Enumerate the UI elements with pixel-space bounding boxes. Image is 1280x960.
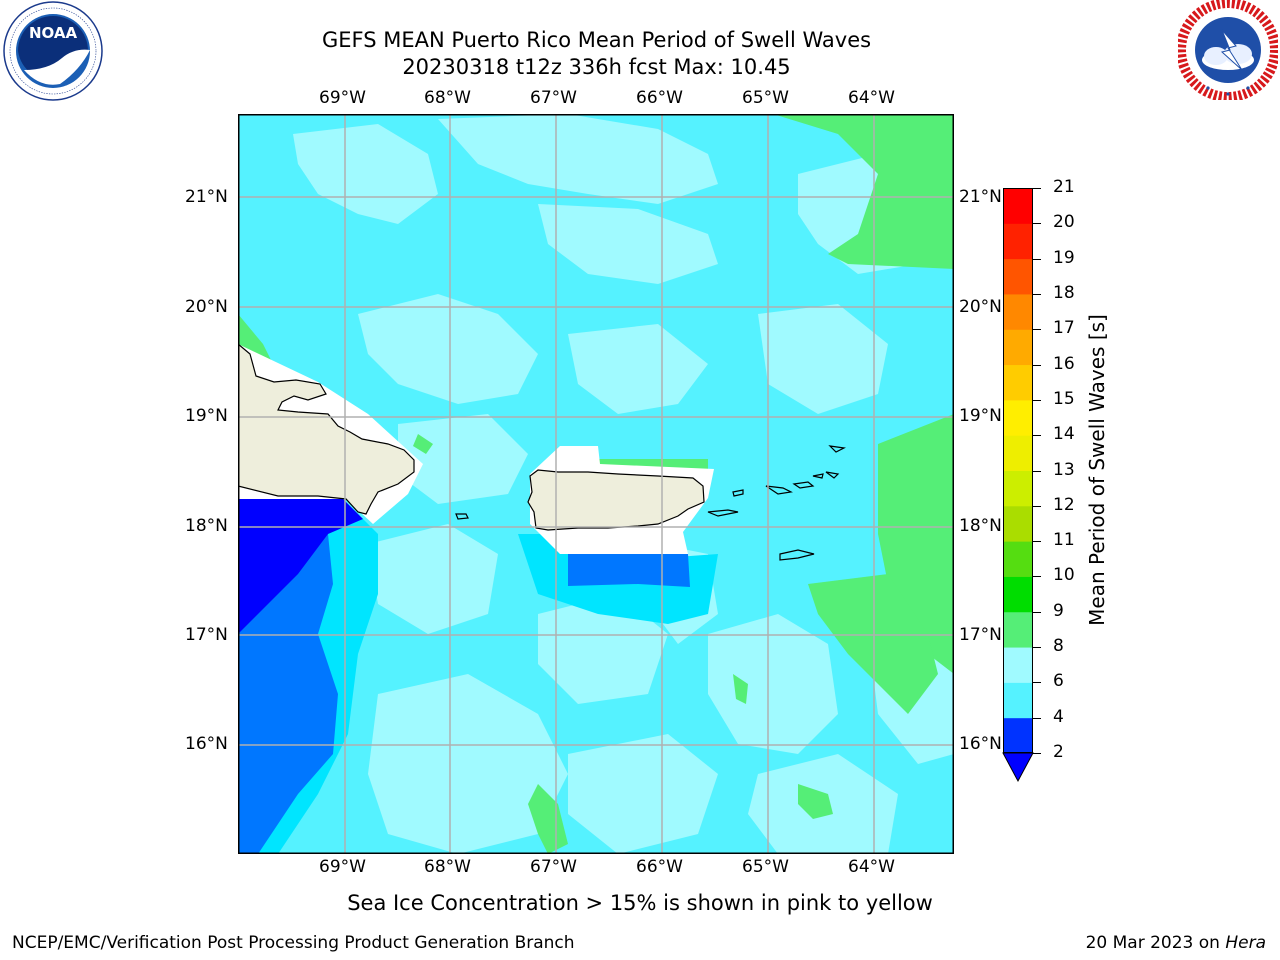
lon-label-top-68w: 68°W: [424, 88, 471, 108]
colorbar-segment: [1003, 223, 1033, 260]
nws-logo: [1176, 0, 1280, 102]
footer-timestamp: 20 Mar 2023 on Hera: [1086, 933, 1266, 953]
lon-label-top-67w: 67°W: [530, 88, 577, 108]
colorbar-tick-mark: [1033, 258, 1041, 260]
map-title-line2: 20230318 t12z 336h fcst Max: 10.45: [402, 55, 791, 79]
colorbar-tick-label: 18: [1053, 282, 1075, 303]
colorbar-tick-mark: [1033, 470, 1041, 472]
lat-label-left-21n: 21°N: [185, 187, 228, 207]
lon-label-bottom-64w: 64°W: [848, 857, 895, 877]
lon-label-top-69w: 69°W: [319, 88, 366, 108]
noaa-logo: NOAA: [2, 0, 104, 102]
colorbar-tick-label: 4: [1053, 706, 1064, 727]
colorbar-tick-label: 8: [1053, 636, 1064, 657]
lat-label-right-19n: 19°N: [959, 406, 1002, 426]
lat-label-right-17n: 17°N: [959, 625, 1002, 645]
lon-label-bottom-65w: 65°W: [742, 857, 789, 877]
colorbar-segment: [1003, 611, 1033, 648]
lat-label-left-19n: 19°N: [185, 406, 228, 426]
colorbar-tick-label: 10: [1053, 565, 1075, 586]
colorbar-segment: [1003, 541, 1033, 577]
map-title-line1: GEFS MEAN Puerto Rico Mean Period of Swe…: [321, 28, 872, 52]
colorbar-tick-mark: [1033, 647, 1041, 649]
lat-label-right-20n: 20°N: [959, 297, 1002, 317]
lat-label-left-16n: 16°N: [185, 734, 228, 754]
colorbar-tick-label: 2: [1053, 742, 1064, 762]
colorbar-tick-label: 15: [1053, 388, 1075, 409]
lon-label-top-66w: 66°W: [636, 88, 683, 108]
footer-credit: NCEP/EMC/Verification Post Processing Pr…: [12, 933, 575, 953]
lat-label-left-17n: 17°N: [185, 625, 228, 645]
colorbar-segment: [1003, 293, 1033, 330]
colorbar-under-triangle: [1002, 752, 1034, 783]
colorbar-segment: [1003, 682, 1033, 719]
colorbar-tick-label: 9: [1053, 600, 1064, 621]
lat-label-right-21n: 21°N: [959, 187, 1002, 207]
colorbar-segment: [1003, 258, 1033, 295]
map-border: [238, 114, 954, 854]
lat-label-right-18n: 18°N: [959, 516, 1002, 536]
colorbar-tick-label: 19: [1053, 247, 1075, 268]
lat-label-left-20n: 20°N: [185, 297, 228, 317]
colorbar-tick-label: 14: [1053, 424, 1075, 445]
colorbar-tick-mark: [1033, 682, 1041, 684]
lat-label-left-18n: 18°N: [185, 516, 228, 536]
colorbar-tick-mark: [1033, 399, 1041, 401]
footer-date: 20 Mar 2023 on: [1085, 933, 1226, 953]
svg-text:NOAA: NOAA: [29, 24, 78, 42]
puerto-rico-landmass: [527, 469, 705, 531]
hispaniola-landmass: [238, 343, 415, 515]
colorbar-tick-label: 6: [1053, 671, 1064, 692]
map-gridlines: [238, 114, 954, 854]
swell-field-9-10s: [238, 114, 954, 854]
footer-host: Hera: [1225, 933, 1266, 953]
colorbar-segment: [1003, 576, 1033, 613]
colorbar-tick-mark: [1033, 611, 1041, 613]
colorbar-segment: [1003, 329, 1033, 366]
colorbar-tick-label: 13: [1053, 459, 1075, 480]
colorbar-segment: [1003, 470, 1033, 507]
colorbar-tick-label: 16: [1053, 353, 1075, 374]
lon-label-bottom-68w: 68°W: [424, 857, 471, 877]
virgin-islands-outlines: [455, 445, 846, 561]
colorbar-tick-mark: [1033, 717, 1041, 719]
colorbar-segment: [1003, 505, 1033, 542]
colorbar-segment: [1003, 188, 1033, 224]
colorbar-tick-mark: [1033, 188, 1041, 189]
lat-label-right-16n: 16°N: [959, 734, 1002, 754]
colorbar-tick-mark: [1033, 329, 1041, 331]
colorbar-tick-mark: [1033, 576, 1041, 578]
swell-field-under-2s: [238, 499, 363, 634]
colorbar-tick-mark: [1033, 293, 1041, 295]
colorbar-segment: [1003, 364, 1033, 401]
colorbar-tick-label: 20: [1053, 212, 1075, 233]
colorbar-tick-mark: [1033, 541, 1041, 543]
lon-label-bottom-69w: 69°W: [319, 857, 366, 877]
colorbar-tick-mark: [1033, 364, 1041, 366]
sea-ice-caption: Sea Ice Concentration > 15% is shown in …: [347, 891, 933, 915]
colorbar-tick-mark: [1033, 435, 1041, 437]
colorbar-title: Mean Period of Swell Waves [s]: [1085, 314, 1109, 626]
colorbar-segment: [1003, 399, 1033, 436]
lon-label-bottom-66w: 66°W: [636, 857, 683, 877]
colorbar-segment: [1003, 435, 1033, 471]
lon-label-top-65w: 65°W: [742, 88, 789, 108]
colorbar-segment: [1003, 717, 1033, 754]
swell-field-2-4s: [238, 534, 690, 854]
colorbar-tick-label: 21: [1053, 177, 1075, 197]
colorbar-tick-label: 11: [1053, 530, 1075, 551]
map-panel: [238, 114, 954, 854]
colorbar: [1002, 188, 1034, 783]
lon-label-top-64w: 64°W: [848, 88, 895, 108]
colorbar-segment: [1003, 647, 1033, 683]
colorbar-tick-mark: [1033, 505, 1041, 507]
lon-label-bottom-67w: 67°W: [530, 857, 577, 877]
colorbar-tick-mark: [1033, 753, 1041, 754]
colorbar-tick-label: 12: [1053, 494, 1075, 515]
colorbar-tick-label: 17: [1053, 318, 1075, 339]
colorbar-tick-mark: [1033, 223, 1041, 225]
